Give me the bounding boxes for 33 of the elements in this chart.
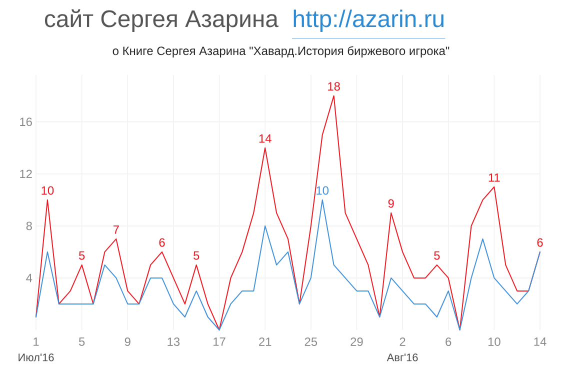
- data-label: 5: [194, 251, 200, 260]
- text: http://azarin.ru: [294, 10, 444, 32]
- text: Авг'16: [386, 354, 418, 362]
- data-label: 9: [388, 199, 394, 208]
- data-label: 5: [434, 251, 440, 260]
- x-tick-label: 10: [488, 338, 500, 346]
- x-tick-label: 2: [400, 338, 406, 346]
- data-label: 11: [488, 173, 500, 182]
- y-tick-label: 16: [20, 118, 32, 126]
- x-tick-label: 21: [259, 338, 272, 346]
- y-tick-label: 12: [20, 170, 32, 178]
- data-label: 18: [328, 82, 340, 91]
- chart-subtitle: о Книге Сергея Азарина "Хавард.История биржевого игрока": [112, 46, 450, 58]
- data-label: 14: [259, 134, 272, 143]
- data-label: 5: [78, 251, 85, 260]
- x-tick-label: 13: [168, 338, 180, 346]
- x-tick-label: 9: [124, 338, 130, 346]
- data-label: 6: [537, 238, 543, 247]
- x-tick-label: 6: [446, 338, 452, 346]
- x-tick-label: 17: [214, 338, 226, 346]
- x-tick-label: 5: [78, 338, 85, 346]
- y-tick-label: 8: [26, 222, 32, 230]
- data-label: 10: [316, 186, 329, 195]
- x-tick-label: 25: [304, 338, 318, 346]
- x-tick-label: 29: [350, 338, 363, 346]
- chart-title: сайт Сергея Азарина: [44, 9, 278, 32]
- x-tick-label: 14: [534, 338, 546, 346]
- data-label: 6: [159, 238, 165, 247]
- data-label: 7: [113, 226, 119, 234]
- y-tick-label: 4: [26, 274, 32, 282]
- data-label: 10: [42, 186, 54, 195]
- x-tick-label: 1: [34, 338, 39, 346]
- text: Июл'16: [18, 354, 54, 362]
